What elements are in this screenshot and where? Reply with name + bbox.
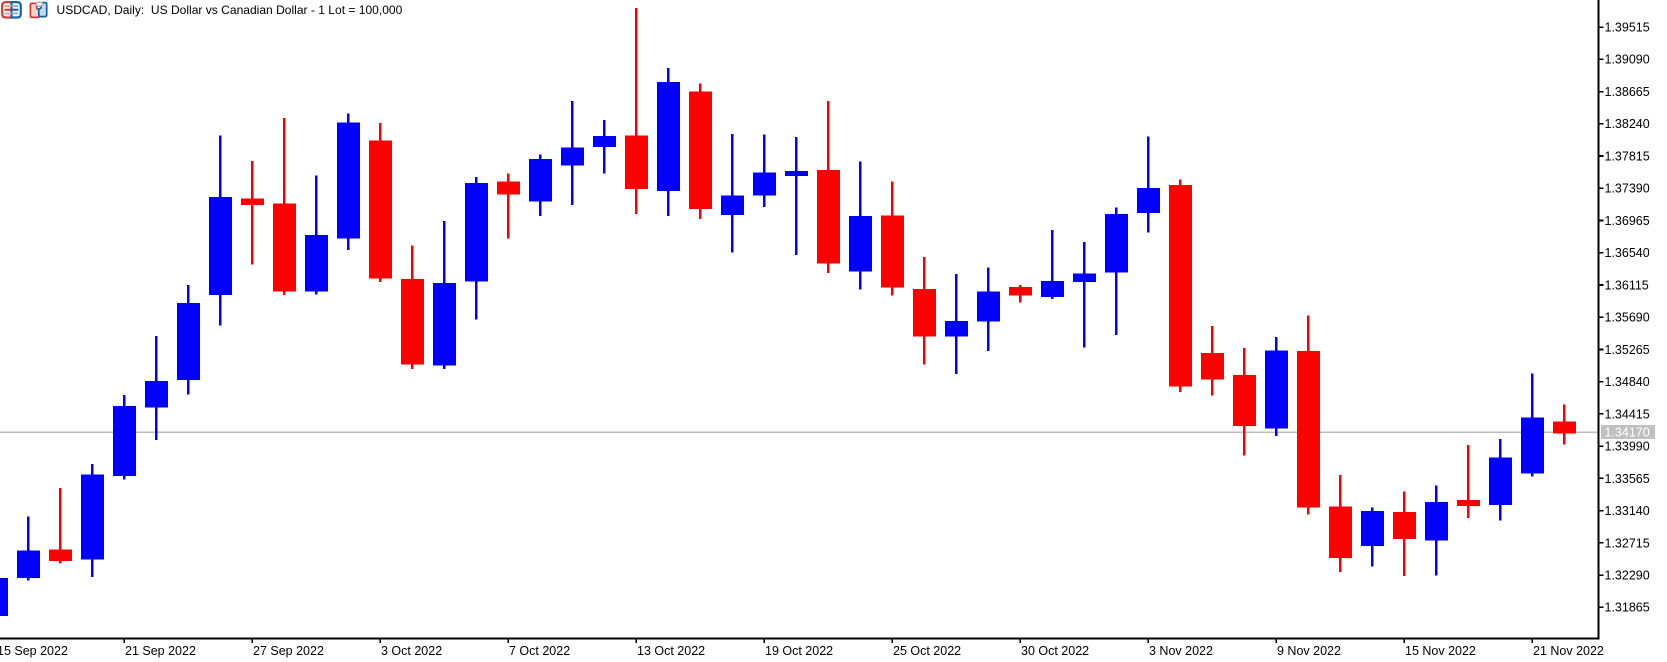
svg-text:15 Sep 2022: 15 Sep 2022	[0, 644, 68, 658]
svg-text:1.33990: 1.33990	[1605, 440, 1650, 454]
svg-text:1.37815: 1.37815	[1605, 149, 1650, 163]
svg-text:1.35265: 1.35265	[1605, 343, 1650, 357]
svg-text:1.35690: 1.35690	[1605, 311, 1650, 325]
svg-text:1.39515: 1.39515	[1605, 21, 1650, 35]
svg-text:3 Oct 2022: 3 Oct 2022	[381, 644, 442, 658]
svg-text:1.37390: 1.37390	[1605, 182, 1650, 196]
svg-text:9 Nov 2022: 9 Nov 2022	[1277, 644, 1341, 658]
svg-text:7 Oct 2022: 7 Oct 2022	[509, 644, 570, 658]
svg-text:21 Nov 2022: 21 Nov 2022	[1533, 644, 1604, 658]
svg-text:1.31865: 1.31865	[1605, 601, 1650, 615]
svg-text:3 Nov 2022: 3 Nov 2022	[1149, 644, 1213, 658]
svg-text:1.36965: 1.36965	[1605, 214, 1650, 228]
svg-text:30 Oct 2022: 30 Oct 2022	[1021, 644, 1089, 658]
svg-text:1.32290: 1.32290	[1605, 569, 1650, 583]
svg-text:1.38240: 1.38240	[1605, 117, 1650, 131]
svg-text:1.39090: 1.39090	[1605, 53, 1650, 67]
svg-text:1.38665: 1.38665	[1605, 85, 1650, 99]
svg-text:1.33140: 1.33140	[1605, 504, 1650, 518]
svg-text:USDCAD, Daily: US Dollar vs C: USDCAD, Daily: US Dollar vs Canadian Dol…	[57, 3, 403, 17]
svg-text:19 Oct 2022: 19 Oct 2022	[765, 644, 833, 658]
svg-text:1.36115: 1.36115	[1605, 278, 1649, 292]
svg-text:1.34840: 1.34840	[1605, 375, 1650, 389]
svg-text:1.33565: 1.33565	[1605, 472, 1650, 486]
svg-text:21 Sep 2022: 21 Sep 2022	[125, 644, 196, 658]
svg-text:15 Nov 2022: 15 Nov 2022	[1405, 644, 1476, 658]
svg-text:1.32715: 1.32715	[1605, 536, 1650, 550]
svg-text:1.36540: 1.36540	[1605, 246, 1650, 260]
svg-text:13 Oct 2022: 13 Oct 2022	[637, 644, 705, 658]
svg-text:1.34170: 1.34170	[1605, 425, 1650, 439]
svg-text:1.34415: 1.34415	[1605, 407, 1650, 421]
svg-text:27 Sep 2022: 27 Sep 2022	[253, 644, 324, 658]
svg-text:25 Oct 2022: 25 Oct 2022	[893, 644, 961, 658]
